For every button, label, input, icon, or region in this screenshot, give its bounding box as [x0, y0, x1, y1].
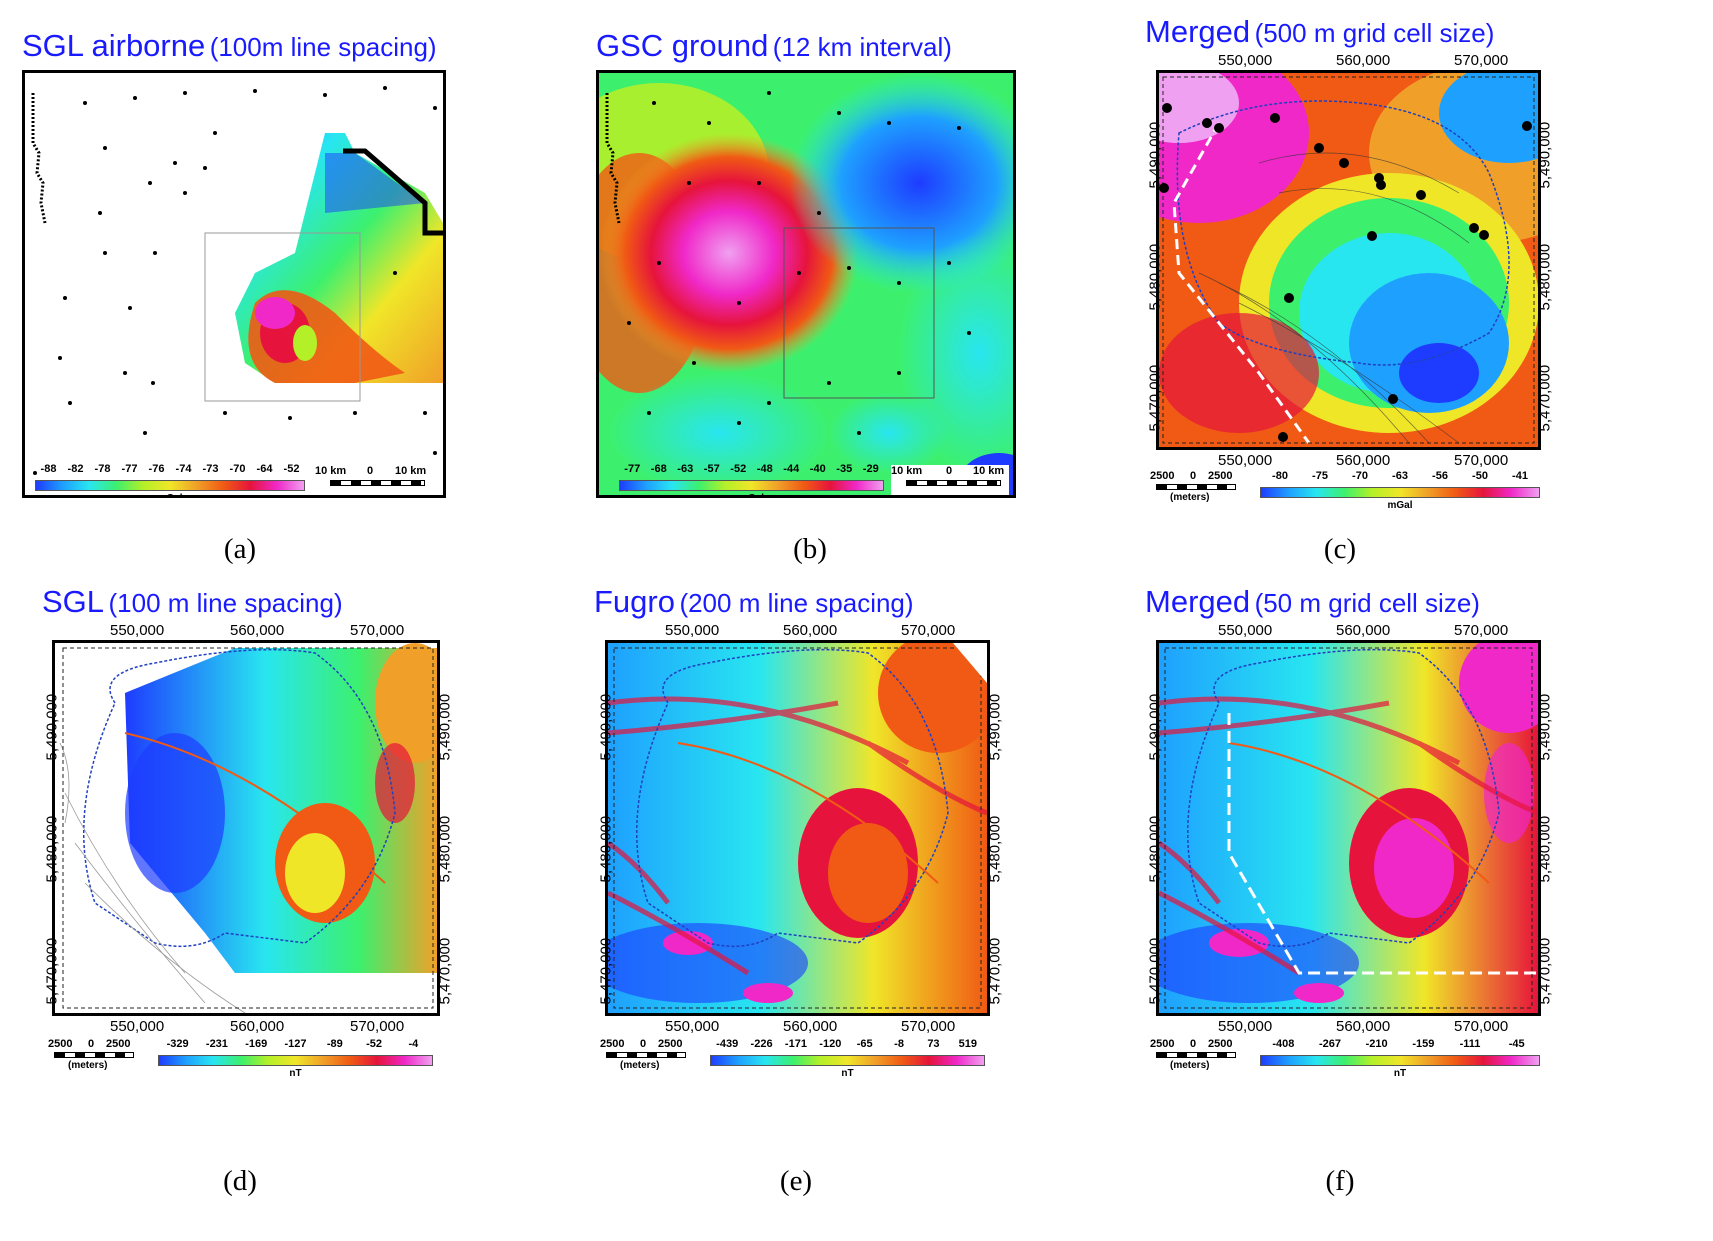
legend-value: -78: [94, 463, 111, 475]
legend-value: -231: [205, 1038, 228, 1050]
legend-value: -44: [783, 463, 800, 475]
map-d-graphic: [59, 643, 437, 1013]
map-c-graphic: [1159, 73, 1538, 447]
legend-value: -120: [819, 1038, 842, 1050]
legend-value: -63: [677, 463, 694, 475]
legend-value: -40: [809, 463, 826, 475]
legend-value: -8: [894, 1038, 904, 1050]
legend-value: -169: [245, 1038, 268, 1050]
legend-value: -52: [730, 463, 747, 475]
panel-title: GSC ground (12 km interval): [596, 28, 952, 63]
legend-value: -408: [1272, 1038, 1295, 1050]
scale-bar: 10 km 0 10 km: [315, 465, 430, 495]
legend-value: 519: [958, 1038, 977, 1050]
legend-value: -35: [836, 463, 853, 475]
scale-bar: 2500 0 2500 (meters): [1150, 1038, 1245, 1074]
gravity-map-c: [1156, 70, 1541, 450]
magnetic-map-e: [605, 640, 990, 1016]
magnetic-map-f: [1156, 640, 1541, 1016]
legend-value: -29: [862, 463, 879, 475]
legend-value: -52: [283, 463, 300, 475]
scale-bar: 2500 0 2500 (meters): [600, 1038, 695, 1074]
legend-value: -52: [366, 1038, 383, 1050]
legend-value: -70: [1352, 470, 1368, 482]
legend-value: -65: [856, 1038, 873, 1050]
scale-bar: 2500 0 2500 (meters): [1150, 470, 1245, 506]
legend-value: -226: [750, 1038, 773, 1050]
panel-title: Fugro (200 m line spacing): [594, 584, 914, 619]
legend-value: -41: [1512, 470, 1528, 482]
panel-title: Merged (500 m grid cell size): [1145, 14, 1495, 49]
legend-value: -127: [284, 1038, 307, 1050]
scale-bar: 10 km 0 10 km: [891, 465, 1009, 495]
legend-value: -267: [1318, 1038, 1342, 1050]
map-b-graphic: [599, 73, 1013, 495]
legend-value: 73: [927, 1038, 940, 1050]
legend-value: -77: [121, 463, 138, 475]
legend-value: -70: [229, 463, 246, 475]
color-ramp: [158, 1055, 433, 1066]
legend-value: -75: [1312, 470, 1328, 482]
legend-value: -76: [148, 463, 165, 475]
magnetic-map-d: [52, 640, 440, 1016]
caption: (c): [1323, 533, 1357, 565]
caption: (b): [793, 533, 827, 565]
legend-value: -63: [1392, 470, 1408, 482]
legend-value: -45: [1508, 1038, 1525, 1050]
legend-value: -159: [1412, 1038, 1435, 1050]
legend-value: -4: [408, 1038, 419, 1050]
color-ramp: [1260, 1055, 1540, 1066]
color-ramp: [35, 480, 305, 491]
panel-title: SGL airborne (100m line spacing): [22, 28, 437, 63]
legend-value: -82: [67, 463, 84, 475]
color-ramp: [1260, 487, 1540, 498]
legend-value: -89: [326, 1038, 343, 1050]
legend-value: -77: [624, 463, 641, 475]
legend-value: -57: [703, 463, 720, 475]
scale-bar: 2500 0 2500 (meters): [48, 1038, 143, 1074]
panel-title: SGL (100 m line spacing): [42, 584, 343, 619]
gravity-map-a: -88-82-78-77-76-74-73-70-64-52 mGal 10 k…: [22, 70, 446, 498]
legend-value: -68: [650, 463, 667, 475]
legend-value: -74: [175, 463, 192, 475]
legend-value: -80: [1272, 470, 1288, 482]
color-ramp: [619, 480, 884, 491]
caption: (a): [223, 533, 257, 565]
legend-value: -111: [1459, 1038, 1481, 1050]
legend-value: -171: [784, 1038, 807, 1050]
caption: (e): [779, 1165, 813, 1197]
map-e-graphic: [608, 643, 987, 1013]
legend-value: -88: [40, 463, 57, 475]
legend-value: -56: [1432, 470, 1448, 482]
caption: (f): [1325, 1165, 1355, 1197]
legend-value: -210: [1365, 1038, 1388, 1050]
legend-value: -50: [1472, 470, 1488, 482]
legend-value: -64: [256, 463, 273, 475]
panel-title: Merged (50 m grid cell size): [1145, 584, 1480, 619]
caption: (d): [223, 1165, 257, 1197]
map-f-graphic: [1159, 643, 1538, 1013]
legend-value: -329: [166, 1038, 189, 1050]
map-a-graphic: [31, 86, 443, 475]
legend-value: -439: [716, 1038, 739, 1050]
legend-value: -48: [756, 463, 773, 475]
legend-value: -73: [202, 463, 219, 475]
color-ramp: [710, 1055, 985, 1066]
gravity-map-b: -77-68-63-57-52-48-44-40-35-29 mGal 10 k…: [596, 70, 1016, 498]
